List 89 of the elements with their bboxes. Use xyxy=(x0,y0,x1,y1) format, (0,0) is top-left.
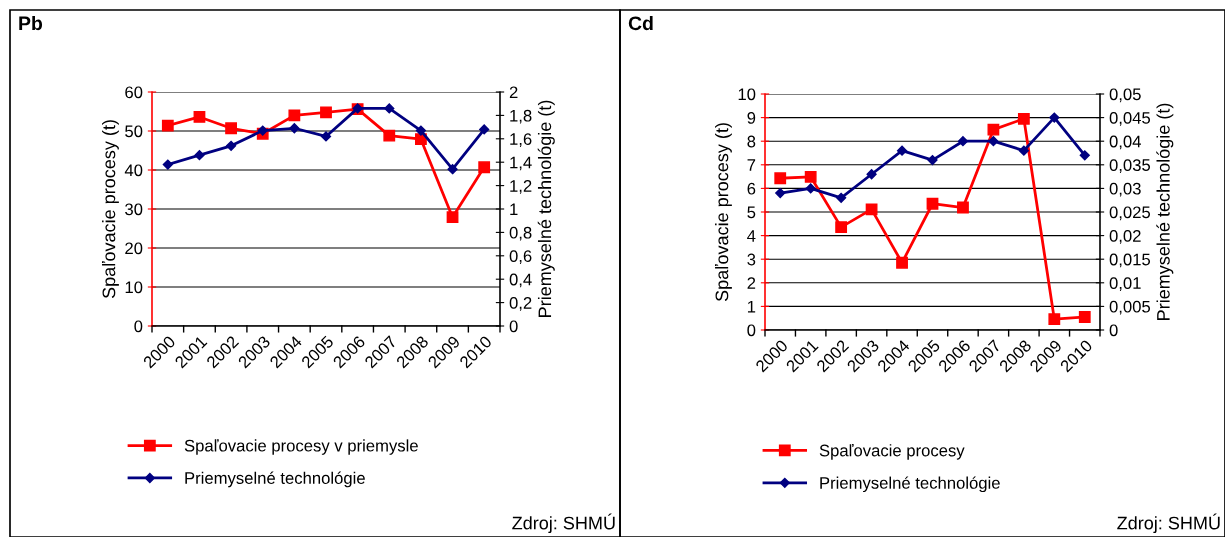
y-tick-label: 60 xyxy=(125,86,143,99)
text: Zdroj: SHMÚ xyxy=(512,513,615,533)
y2-tick-label: 0,01 xyxy=(1109,277,1141,291)
y2-tick-label: 0,05 xyxy=(1109,88,1141,103)
y-axis-title: Spaľovacie procesy (t) xyxy=(714,123,732,302)
y-tick-label: 1 xyxy=(747,300,756,313)
y-tick-label: 0 xyxy=(747,324,756,337)
point xyxy=(1048,313,1061,326)
point xyxy=(926,197,939,210)
point xyxy=(446,211,459,224)
y2-tick-label: 0,02 xyxy=(1109,230,1141,244)
point xyxy=(774,172,787,185)
point xyxy=(866,169,877,180)
y-tick-label: 20 xyxy=(125,242,143,255)
point xyxy=(162,159,173,170)
y2-tick-label: 0,6 xyxy=(509,250,532,264)
y-tick-label: 3 xyxy=(747,253,756,266)
y-tick-label: 7 xyxy=(747,159,756,171)
y2-tick-label: 0,4 xyxy=(509,273,532,288)
y-axis-title: Spaľovacie procesy (t) xyxy=(101,120,119,299)
y2-tick-label: 0,015 xyxy=(1109,253,1151,268)
chart-title: Pb xyxy=(19,15,43,31)
y-tick-label: 2 xyxy=(747,277,756,289)
point xyxy=(896,256,908,269)
y2-tick-label: 0,8 xyxy=(509,226,532,241)
y2-tick-label: 2 xyxy=(509,86,518,99)
y-tick-label: 10 xyxy=(738,88,756,101)
point xyxy=(1049,112,1060,123)
y2-tick-label: 1,8 xyxy=(510,109,532,124)
y2-tick-label: 0,2 xyxy=(509,297,532,311)
y2-tick-label: 0,025 xyxy=(1109,206,1151,221)
point xyxy=(1078,311,1091,323)
point xyxy=(383,129,396,142)
y-tick-label: 5 xyxy=(747,206,756,219)
y-tick-label: 6 xyxy=(747,182,756,195)
point xyxy=(804,170,817,183)
y2-tick-label: 0,04 xyxy=(1109,135,1141,150)
y2-axis-title: Priemyselné technológie (t) xyxy=(1156,103,1174,320)
point xyxy=(896,145,908,156)
y-tick-label: 0 xyxy=(134,320,143,333)
legend-label: Priemyselné technológie xyxy=(185,471,365,488)
y2-tick-label: 0,005 xyxy=(1109,300,1151,315)
y2-tick-label: 1,6 xyxy=(510,133,532,147)
chart-title: Cd xyxy=(628,15,653,31)
point xyxy=(194,150,205,161)
text: Zdroj: SHMÚ xyxy=(1117,513,1220,533)
point xyxy=(1017,112,1030,125)
legend-label: Priemyselné technológie xyxy=(820,476,1000,493)
point xyxy=(225,122,237,135)
y-tick-label: 9 xyxy=(747,112,756,124)
legend-label: Spaľovacie procesy v priemysle xyxy=(184,439,418,455)
point xyxy=(835,221,848,234)
point xyxy=(225,140,237,151)
y2-tick-label: 1 xyxy=(510,203,518,216)
y2-tick-label: 0,035 xyxy=(1109,159,1151,173)
y2-tick-label: 0 xyxy=(1109,324,1118,337)
y2-tick-label: 0,045 xyxy=(1109,112,1151,126)
y2-tick-label: 1,4 xyxy=(510,156,532,171)
point xyxy=(957,136,969,147)
point xyxy=(987,123,1000,136)
y-tick-label: 4 xyxy=(747,230,756,242)
point xyxy=(447,164,458,175)
y-tick-label: 30 xyxy=(125,203,143,216)
point xyxy=(479,124,490,135)
y2-tick-label: 1,2 xyxy=(510,180,532,194)
point xyxy=(1079,150,1090,161)
point xyxy=(988,136,999,147)
point xyxy=(478,161,491,174)
point xyxy=(415,125,427,136)
point xyxy=(193,111,206,123)
point xyxy=(957,201,969,214)
point xyxy=(257,125,268,136)
y2-tick-label: 0,03 xyxy=(1109,182,1141,197)
y-tick-label: 40 xyxy=(124,164,143,177)
point xyxy=(1018,145,1029,156)
point xyxy=(288,109,301,122)
y2-tick-label: 0 xyxy=(509,320,518,333)
point xyxy=(289,123,300,134)
y-tick-label: 8 xyxy=(747,135,756,148)
point xyxy=(320,106,332,119)
y-tick-label: 10 xyxy=(125,281,143,294)
y-tick-label: 50 xyxy=(125,125,143,138)
point xyxy=(836,192,847,203)
point xyxy=(384,103,395,114)
legend-label: Spaľovacie procesy xyxy=(819,444,965,460)
point xyxy=(805,183,816,194)
y2-axis-title: Priemyselné technológie (t) xyxy=(537,100,555,317)
point xyxy=(775,188,786,199)
point xyxy=(161,119,174,132)
